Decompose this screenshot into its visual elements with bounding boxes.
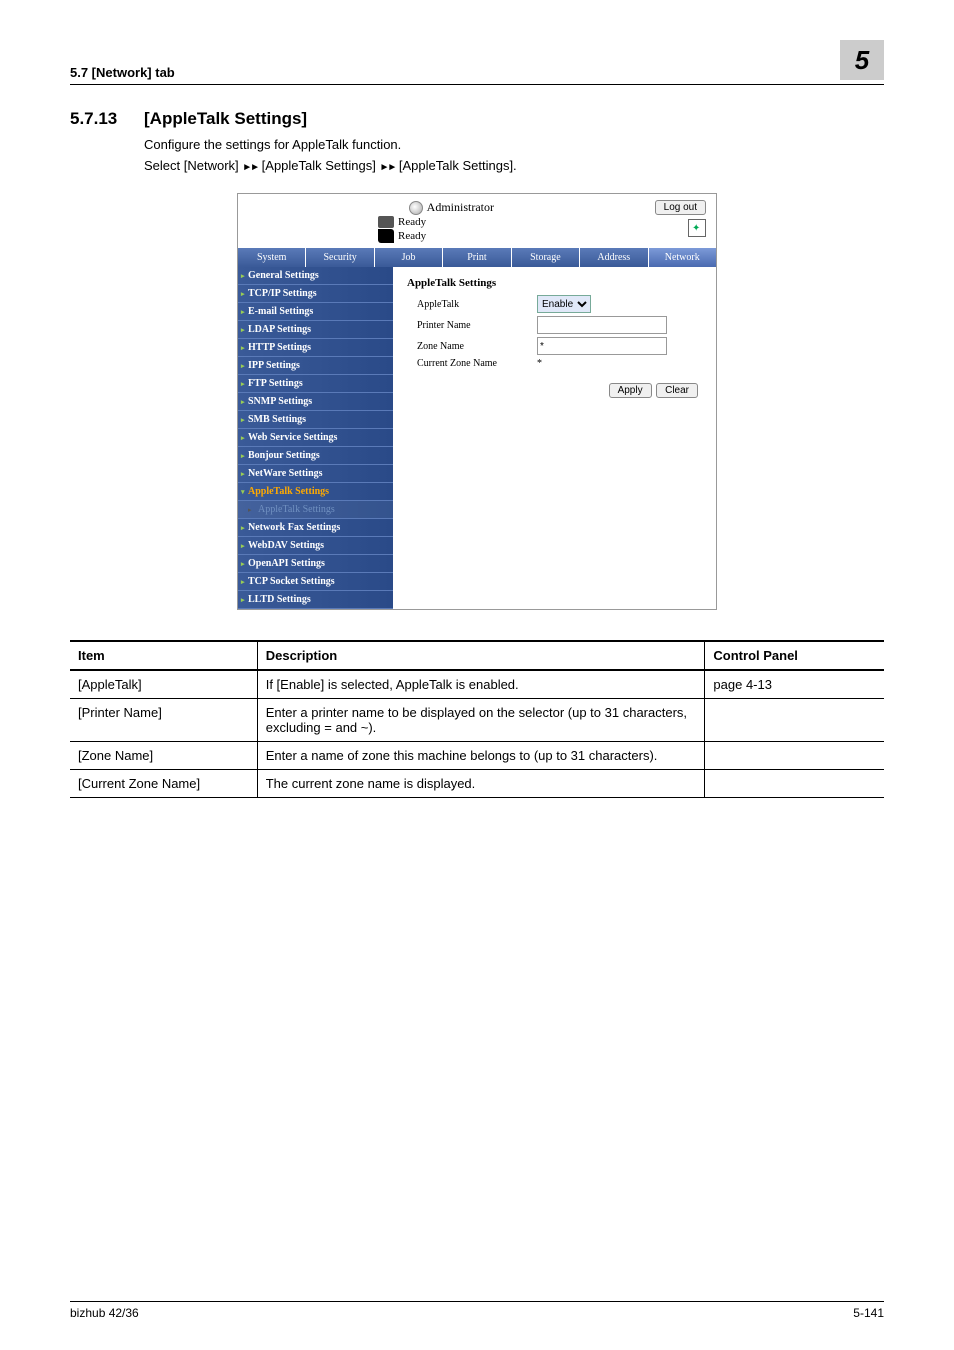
appletalk-select[interactable]: Enable <box>537 295 591 313</box>
sidebar-item-e-mail-settings[interactable]: E-mail Settings <box>238 303 393 321</box>
footer-left: bizhub 42/36 <box>70 1306 139 1320</box>
arrow-icon: ►► <box>242 162 258 173</box>
table-row: [AppleTalk]If [Enable] is selected, Appl… <box>70 670 884 699</box>
section-heading: 5.7.13[AppleTalk Settings] <box>70 109 884 129</box>
col-description: Description <box>257 641 705 670</box>
section-title: [AppleTalk Settings] <box>144 109 307 128</box>
panel-title: AppleTalk Settings <box>407 277 702 289</box>
col-item: Item <box>70 641 257 670</box>
zonename-row: Zone Name <box>407 337 702 355</box>
main-panel: AppleTalk Settings AppleTalk Enable Prin… <box>393 267 716 609</box>
refresh-icon: ✦ <box>692 223 702 233</box>
sidebar-item-general-settings[interactable]: General Settings <box>238 267 393 285</box>
tab-job[interactable]: Job <box>375 248 443 267</box>
tab-storage[interactable]: Storage <box>512 248 580 267</box>
tab-print[interactable]: Print <box>443 248 511 267</box>
sidebar-item-network-fax-settings[interactable]: Network Fax Settings <box>238 519 393 537</box>
sidebar-item-netware-settings[interactable]: NetWare Settings <box>238 465 393 483</box>
currentzone-label: Current Zone Name <box>407 358 537 369</box>
table-row: [Zone Name]Enter a name of zone this mac… <box>70 742 884 770</box>
table-row: [Current Zone Name]The current zone name… <box>70 770 884 798</box>
chapter-number: 5 <box>840 40 884 80</box>
appletalk-label: AppleTalk <box>407 299 537 310</box>
tabs-row: SystemSecurityJobPrintStorageAddressNetw… <box>238 248 716 267</box>
admin-label: Administrator <box>409 200 494 215</box>
sidebar-item-bonjour-settings[interactable]: Bonjour Settings <box>238 447 393 465</box>
sidebar-item-smb-settings[interactable]: SMB Settings <box>238 411 393 429</box>
sidebar-item-ftp-settings[interactable]: FTP Settings <box>238 375 393 393</box>
button-row: Apply Clear <box>407 383 702 398</box>
sidebar-item-web-service-settings[interactable]: Web Service Settings <box>238 429 393 447</box>
table-row: [Printer Name]Enter a printer name to be… <box>70 699 884 742</box>
sidebar-item-appletalk-settings[interactable]: AppleTalk Settings <box>238 483 393 501</box>
tab-security[interactable]: Security <box>306 248 374 267</box>
scanner-icon <box>378 229 394 243</box>
refresh-button[interactable]: ✦ <box>688 219 706 237</box>
section-number: 5.7.13 <box>70 109 144 129</box>
paragraph-1: Configure the settings for AppleTalk fun… <box>144 137 884 152</box>
currentzone-row: Current Zone Name * <box>407 358 702 369</box>
status-block: Ready Ready <box>378 215 426 244</box>
sidebar-item-webdav-settings[interactable]: WebDAV Settings <box>238 537 393 555</box>
title-bar: Administrator Log out <box>238 194 716 215</box>
sidebar-item-ipp-settings[interactable]: IPP Settings <box>238 357 393 375</box>
sidebar-item-tcp-ip-settings[interactable]: TCP/IP Settings <box>238 285 393 303</box>
zonename-label: Zone Name <box>407 341 537 352</box>
sidebar-item-snmp-settings[interactable]: SNMP Settings <box>238 393 393 411</box>
header-left: 5.7 [Network] tab <box>70 65 175 80</box>
sidebar-item-lltd-settings[interactable]: LLTD Settings <box>238 591 393 609</box>
arrow-icon: ►► <box>379 162 395 173</box>
printername-input[interactable] <box>537 316 667 334</box>
currentzone-value: * <box>537 358 542 369</box>
page-footer: bizhub 42/36 5-141 <box>70 1301 884 1320</box>
tab-network[interactable]: Network <box>649 248 716 267</box>
tab-system[interactable]: System <box>238 248 306 267</box>
tab-address[interactable]: Address <box>580 248 648 267</box>
sidebar-item-openapi-settings[interactable]: OpenAPI Settings <box>238 555 393 573</box>
page-header: 5.7 [Network] tab 5 <box>70 40 884 85</box>
sidebar-item-appletalk-settings[interactable]: AppleTalk Settings <box>238 501 393 519</box>
clear-button[interactable]: Clear <box>656 383 698 398</box>
paragraph-2: Select [Network] ►► [AppleTalk Settings]… <box>144 158 884 173</box>
printer-icon <box>378 216 394 228</box>
footer-right: 5-141 <box>853 1306 884 1320</box>
sidebar-item-ldap-settings[interactable]: LDAP Settings <box>238 321 393 339</box>
col-controlpanel: Control Panel <box>705 641 884 670</box>
printername-row: Printer Name <box>407 316 702 334</box>
appletalk-row: AppleTalk Enable <box>407 295 702 313</box>
sidebar-item-tcp-socket-settings[interactable]: TCP Socket Settings <box>238 573 393 591</box>
user-icon <box>409 201 423 215</box>
apply-button[interactable]: Apply <box>609 383 652 398</box>
description-table: Item Description Control Panel [AppleTal… <box>70 640 884 798</box>
logout-button[interactable]: Log out <box>655 200 706 215</box>
sidebar: General SettingsTCP/IP SettingsE-mail Se… <box>238 267 393 609</box>
printername-label: Printer Name <box>407 320 537 331</box>
sidebar-item-http-settings[interactable]: HTTP Settings <box>238 339 393 357</box>
admin-screenshot: Administrator Log out Ready Ready ✦ Syst… <box>237 193 717 610</box>
zonename-input[interactable] <box>537 337 667 355</box>
